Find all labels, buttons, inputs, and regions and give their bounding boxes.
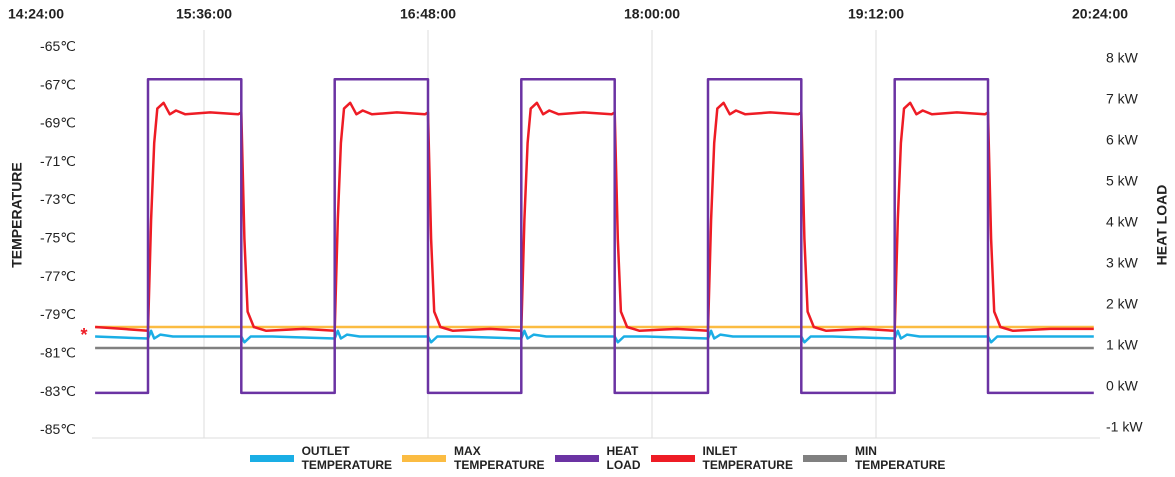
y-tick-label: -75℃	[40, 230, 76, 246]
legend-label: INLET TEMPERATURE	[702, 444, 793, 472]
x-tick-label: 20:24:00	[1072, 6, 1128, 22]
y-tick-label: -65℃	[40, 38, 76, 54]
y2-tick-label: 8 kW	[1106, 49, 1139, 65]
annotation: *	[80, 325, 87, 345]
y-tick-label: -81℃	[40, 344, 76, 360]
legend-swatch	[650, 454, 695, 462]
y-tick-label: -79℃	[40, 306, 76, 322]
x-tick-label: 19:12:00	[848, 6, 904, 22]
legend-item: MIN TEMPERATURE	[802, 444, 946, 472]
legend: OUTLET TEMPERATURE MAX TEMPERATURE HEAT LO…	[0, 444, 1175, 472]
legend-label: OUTLET TEMPERATURE	[301, 444, 393, 472]
series-line	[95, 101, 1094, 333]
y-axis-label: TEMPERATURE	[9, 162, 25, 268]
x-tick-label: 16:48:00	[400, 6, 456, 22]
series-line	[95, 329, 1094, 344]
y-tick-label: -71℃	[40, 153, 76, 169]
x-tick-label: 14:24:00	[8, 6, 64, 22]
x-tick-label: 15:36:00	[176, 6, 232, 22]
y2-tick-label: 7 kW	[1106, 90, 1139, 106]
chart: TEMPERATURE HEAT LOAD * 14:24:00 15:36:00…	[8, 6, 1170, 439]
legend-item: INLET TEMPERATURE	[650, 444, 793, 472]
y2-tick-label: 4 kW	[1106, 213, 1139, 229]
y-tick-label: -73℃	[40, 191, 76, 207]
legend-item: OUTLET TEMPERATURE	[249, 444, 393, 472]
legend-item: HEAT LOAD	[554, 444, 641, 472]
y-tick-label: -85℃	[40, 421, 76, 437]
legend-swatch	[249, 454, 294, 462]
y2-tick-label: 5 kW	[1106, 172, 1139, 188]
legend-swatch	[554, 454, 599, 462]
y-tick-label: -67℃	[40, 76, 76, 92]
y-tick-label: -77℃	[40, 268, 76, 284]
y-tick-label: -83℃	[40, 383, 76, 399]
y2-axis-label: HEAT LOAD	[1154, 185, 1170, 266]
y2-tick-label: 0 kW	[1106, 377, 1139, 393]
legend-swatch	[402, 454, 447, 462]
y2-tick-label: 2 kW	[1106, 295, 1139, 311]
y2-tick-label: -1 kW	[1106, 418, 1143, 434]
x-tick-label: 18:00:00	[624, 6, 680, 22]
y2-tick-label: 3 kW	[1106, 254, 1139, 270]
y-tick-label: -69℃	[40, 115, 76, 131]
legend-swatch	[802, 454, 847, 462]
legend-label: HEAT LOAD	[606, 444, 641, 472]
legend-item: MAX TEMPERATURE	[402, 444, 545, 472]
y2-tick-label: 6 kW	[1106, 131, 1139, 147]
series-line	[95, 77, 1094, 395]
legend-label: MIN TEMPERATURE	[854, 444, 946, 472]
legend-label: MAX TEMPERATURE	[454, 444, 545, 472]
y2-tick-label: 1 kW	[1106, 336, 1139, 352]
